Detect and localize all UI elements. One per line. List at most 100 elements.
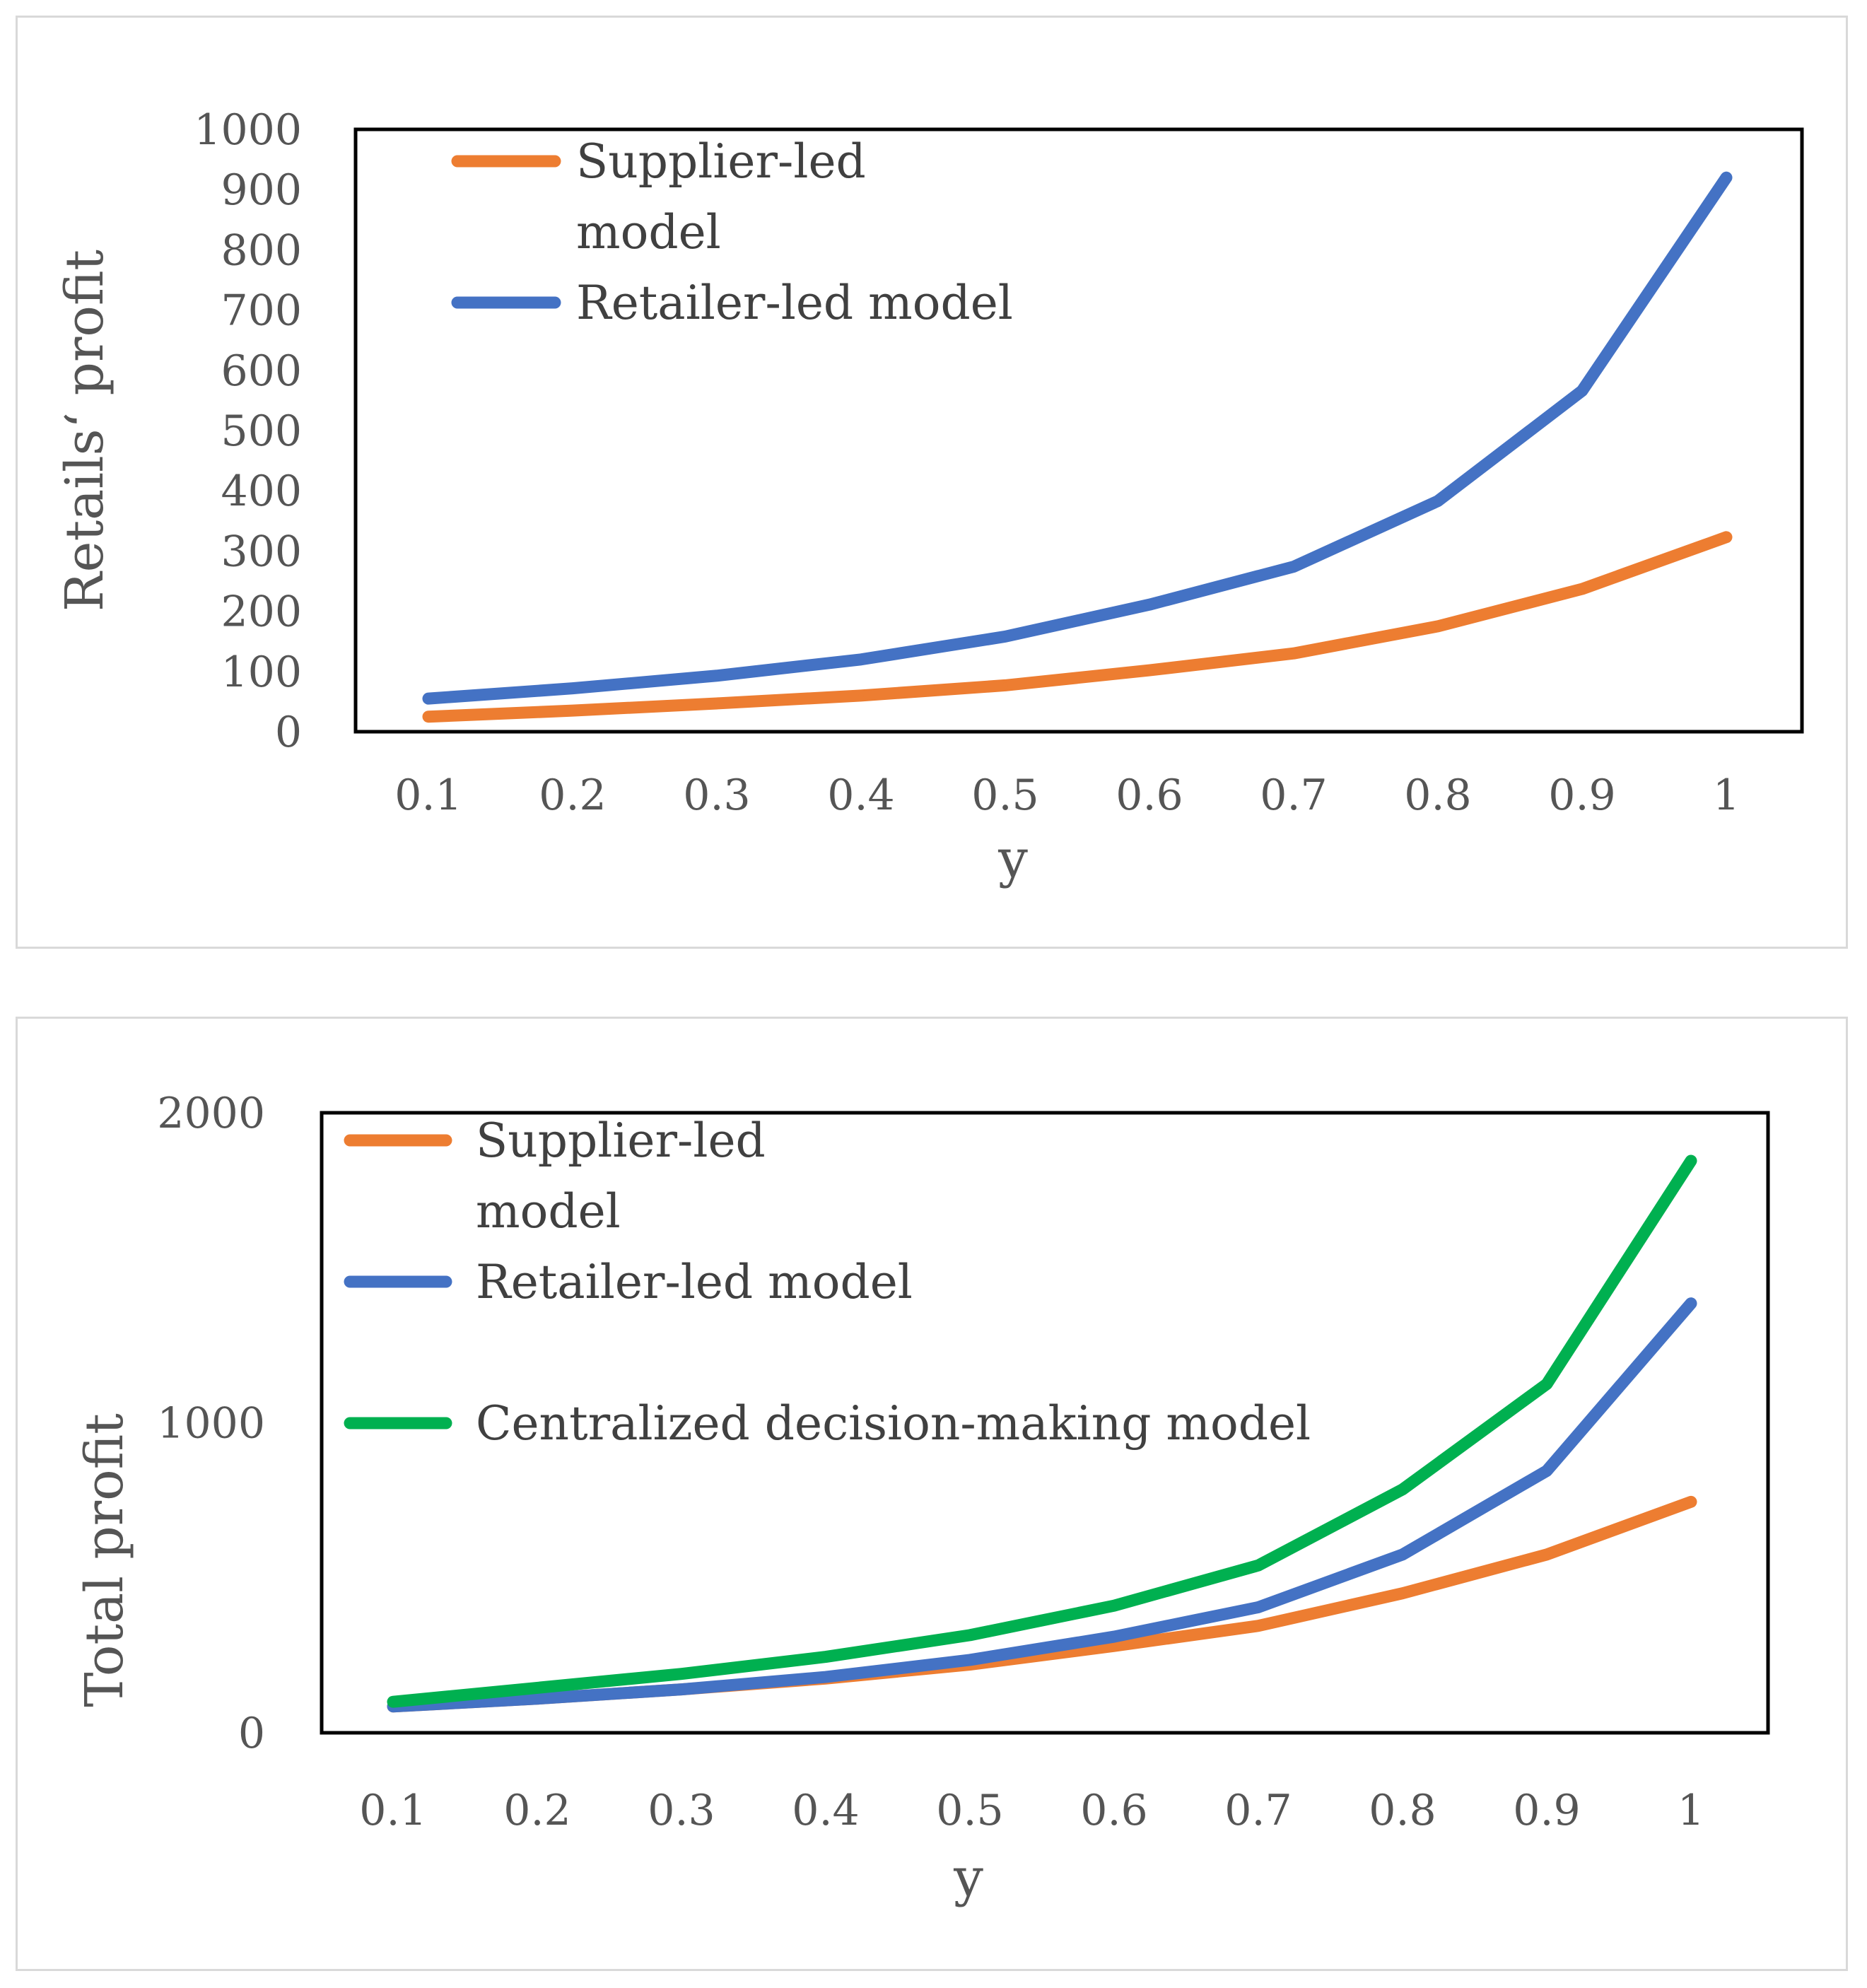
- data-point-retailer: [1002, 633, 1008, 640]
- data-point-centralized: [390, 1699, 396, 1705]
- x-tick-label: 0.9: [1548, 771, 1615, 820]
- data-point-supplier: [1688, 1499, 1694, 1505]
- plot-area-frame: [353, 127, 1804, 734]
- data-point-supplier: [570, 708, 575, 714]
- x-tick-label: 0.5: [971, 771, 1038, 820]
- data-point-retailer: [1435, 498, 1441, 504]
- x-tick-label: 0.4: [827, 771, 894, 820]
- legend-label-centralized: Centralized decision-making model: [476, 1396, 1311, 1451]
- x-tick-label: 0.6: [1116, 771, 1183, 820]
- legend-label-retailer: Retailer-led model: [576, 276, 1013, 330]
- legend-label-retailer: Retailer-led model: [476, 1255, 913, 1309]
- legend-label-supplier: model: [476, 1184, 621, 1239]
- data-point-retailer: [1544, 1468, 1550, 1474]
- data-point-retailer: [426, 696, 431, 702]
- x-tick-label: 0.3: [683, 771, 750, 820]
- data-point-supplier: [1111, 1643, 1117, 1649]
- data-point-retailer: [714, 672, 720, 679]
- x-tick-label: 1: [1678, 1786, 1704, 1835]
- x-tick-label: 0.8: [1404, 771, 1471, 820]
- data-point-centralized: [1544, 1381, 1550, 1387]
- data-point-supplier: [426, 713, 431, 720]
- data-point-centralized: [967, 1632, 973, 1638]
- y-tick-label: 800: [221, 226, 302, 275]
- x-axis-title: y: [953, 1847, 983, 1908]
- data-point-centralized: [1400, 1486, 1405, 1492]
- y-tick-label: 1000: [157, 1399, 265, 1449]
- legend-label-supplier: model: [576, 205, 721, 259]
- x-tick-label: 0.8: [1369, 1786, 1436, 1835]
- plot-area-frame: [320, 1111, 1770, 1735]
- y-tick-label: 2000: [157, 1089, 265, 1138]
- y-axis-title: Retails‘ profit: [54, 250, 115, 612]
- data-point-supplier: [1291, 650, 1297, 657]
- total-profit-chart: 0 1000 2000 0.1 0.2 0.3 0.4 0.5 0.6 0.7 0.8 0.9 1 y To…: [74, 1089, 1770, 1908]
- y-tick-label: 300: [221, 527, 302, 576]
- y-axis-title: Total profit: [74, 1413, 135, 1707]
- y-tick-label: 100: [221, 648, 302, 697]
- data-point-centralized: [1256, 1562, 1261, 1569]
- data-point-retailer: [534, 1695, 540, 1702]
- data-point-retailer: [1256, 1604, 1261, 1610]
- x-axis-title: y: [997, 829, 1028, 889]
- y-tick-label: 200: [221, 587, 302, 637]
- data-point-retailer: [858, 656, 864, 662]
- data-point-centralized: [823, 1654, 829, 1660]
- data-point-centralized: [679, 1671, 684, 1677]
- x-tick-label: 0.9: [1513, 1786, 1580, 1835]
- data-point-retailer: [1147, 602, 1152, 608]
- retail-profit-chart: 0 100 200 300 400 500 600 700 800 900 1000 0.1 0.2 0.…: [54, 105, 1804, 889]
- data-point-retailer: [1579, 387, 1585, 394]
- data-point-retailer: [1400, 1551, 1405, 1557]
- x-tick-label: 0.3: [648, 1786, 715, 1835]
- y-tick-label: 0: [275, 708, 302, 757]
- data-point-supplier: [1435, 623, 1441, 629]
- y-tick-label: 1000: [194, 105, 302, 155]
- data-point-retailer: [570, 685, 575, 691]
- chart-panel-total-profit: 0 1000 2000 0.1 0.2 0.3 0.4 0.5 0.6 0.7 0.8 0.9 1 y To…: [16, 1017, 1848, 1971]
- y-tick-label: 400: [221, 467, 302, 516]
- x-tick-label: 0.4: [792, 1786, 859, 1835]
- series-line-centralized: [387, 1154, 1697, 1708]
- x-tick-label: 0.6: [1080, 1786, 1147, 1835]
- x-tick-label: 1: [1713, 771, 1740, 820]
- y-tick-label: 700: [221, 286, 302, 336]
- data-point-supplier: [1256, 1622, 1261, 1629]
- data-point-supplier: [1579, 586, 1585, 592]
- data-point-centralized: [1111, 1603, 1117, 1609]
- data-point-centralized: [1688, 1157, 1694, 1164]
- legend-label-supplier: Supplier-led: [476, 1113, 766, 1168]
- data-point-supplier: [858, 692, 864, 698]
- y-tick-label: 900: [221, 165, 302, 215]
- x-tick-label: 0.5: [936, 1786, 1003, 1835]
- data-point-supplier: [714, 700, 720, 706]
- y-tick-label: 500: [221, 407, 302, 456]
- data-point-supplier: [1400, 1590, 1405, 1596]
- series-line-supplier: [422, 531, 1733, 723]
- data-point-retailer: [1723, 175, 1729, 181]
- data-point-supplier: [1002, 682, 1008, 689]
- x-tick-label: 0.1: [359, 1786, 426, 1835]
- x-tick-label: 0.7: [1260, 771, 1327, 820]
- series-line-retailer: [387, 1297, 1697, 1713]
- legend-label-supplier: Supplier-led: [576, 134, 866, 189]
- y-tick-label: 600: [221, 346, 302, 396]
- data-point-retailer: [679, 1686, 684, 1692]
- data-point-supplier: [1544, 1551, 1550, 1557]
- data-point-retailer: [967, 1656, 973, 1663]
- x-tick-label: 0.2: [503, 1786, 570, 1835]
- data-point-centralized: [534, 1685, 540, 1691]
- y-tick-label: 0: [238, 1709, 265, 1758]
- x-tick-label: 0.7: [1224, 1786, 1292, 1835]
- x-tick-label: 0.1: [394, 771, 462, 820]
- chart-panel-retail-profit: 0 100 200 300 400 500 600 700 800 900 1000 0.1 0.2 0.…: [16, 16, 1848, 949]
- data-point-supplier: [1723, 534, 1729, 540]
- data-point-retailer: [1291, 563, 1297, 570]
- data-point-retailer: [823, 1674, 829, 1680]
- series-line-retailer: [422, 171, 1733, 705]
- x-tick-label: 0.2: [539, 771, 606, 820]
- data-point-retailer: [1688, 1300, 1694, 1306]
- series-line-supplier: [387, 1495, 1697, 1713]
- data-point-retailer: [1111, 1634, 1117, 1640]
- data-point-supplier: [1147, 667, 1152, 674]
